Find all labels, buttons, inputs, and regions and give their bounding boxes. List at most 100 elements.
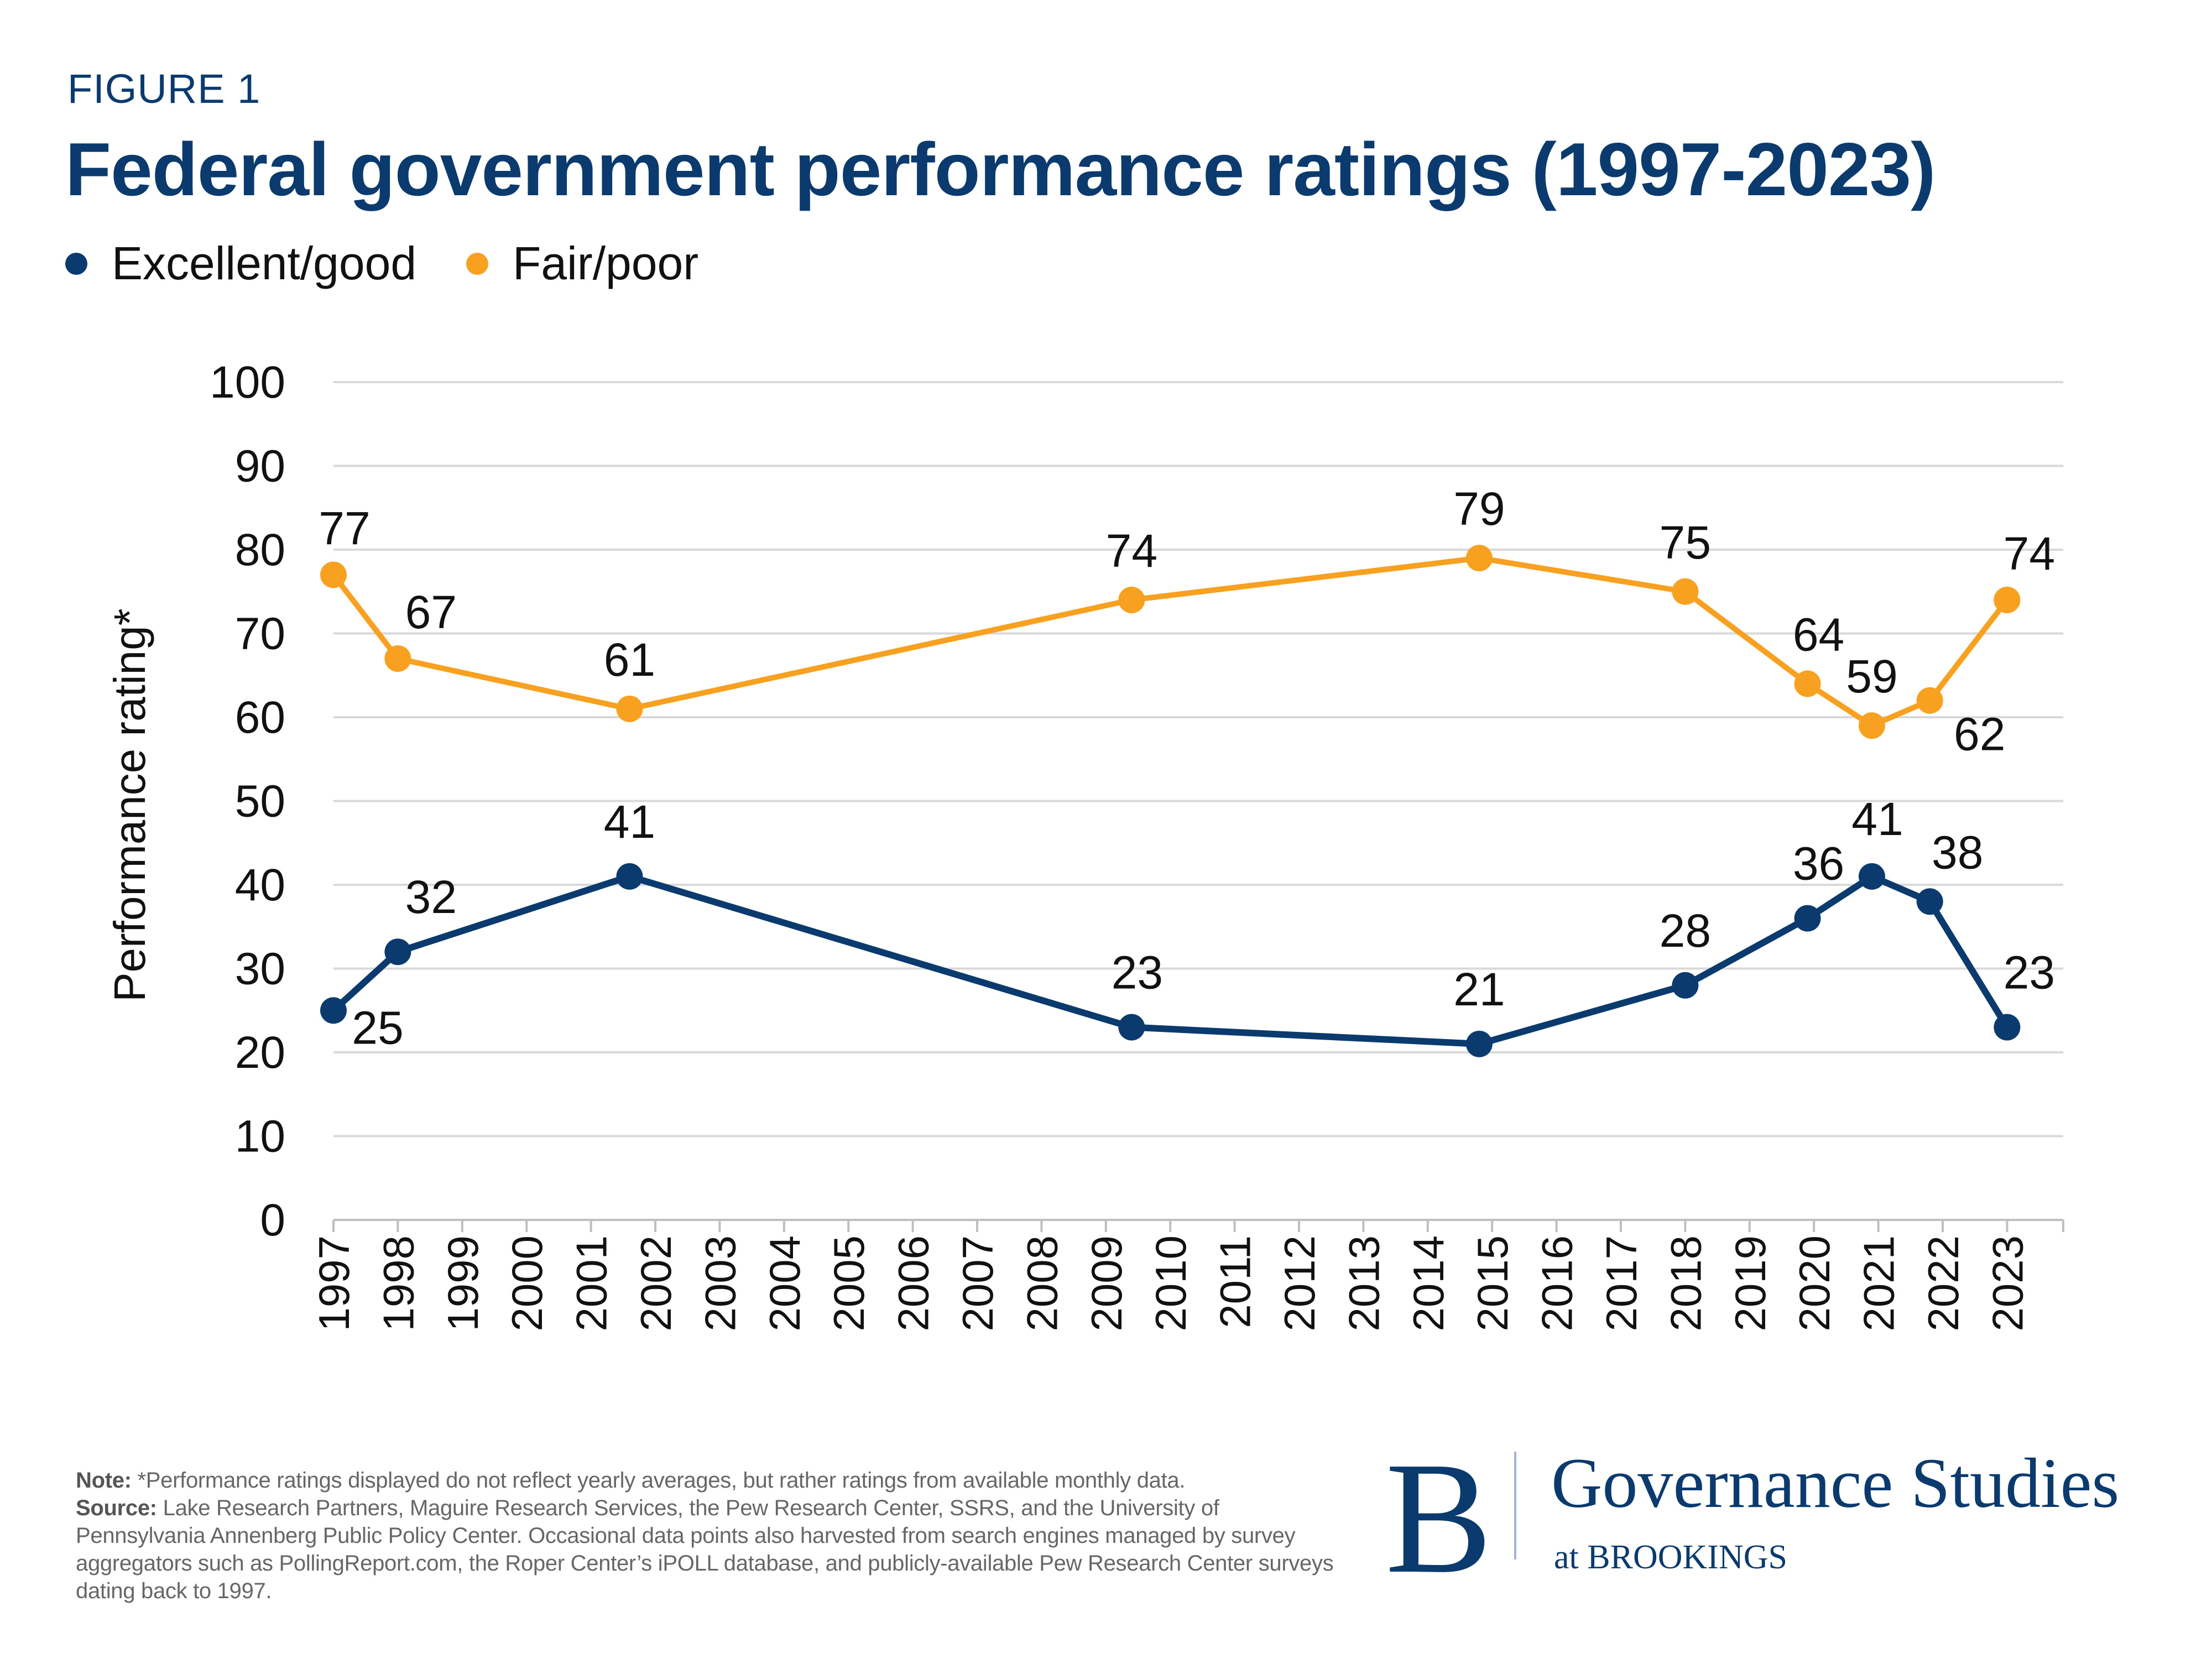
x-tick-label: 2014	[1404, 1235, 1453, 1332]
series-line-excellent-good	[331, 873, 2010, 1047]
data-point	[1465, 545, 1493, 572]
logo-name: Governance Studies	[1551, 1444, 2120, 1522]
data-point	[1858, 712, 1885, 739]
data-point	[616, 695, 643, 722]
y-axis-ticks: 0 10 20 30 40 50 60 70 80 90 100	[210, 357, 285, 1245]
y-tick-label: 90	[235, 441, 285, 492]
data-label: 74	[1106, 525, 1157, 577]
data-point	[1794, 670, 1821, 697]
x-tick-label: 2001	[567, 1235, 616, 1332]
x-tick-label: 2013	[1339, 1235, 1388, 1332]
data-label: 25	[352, 1001, 403, 1053]
data-label: 59	[1846, 650, 1897, 702]
data-label: 23	[2004, 947, 2055, 999]
data-label: 41	[1851, 793, 1903, 845]
x-tick-label: 2000	[503, 1235, 551, 1332]
x-tick-label: 2019	[1726, 1235, 1775, 1332]
y-tick-label: 80	[235, 525, 285, 575]
source-label: Source:	[76, 1496, 157, 1520]
data-point	[1994, 1014, 2021, 1041]
data-point	[1916, 687, 1943, 714]
data-point	[1672, 972, 1699, 999]
legend-item-fair-poor: Fair/poor	[466, 237, 698, 290]
y-tick-label: 0	[260, 1195, 285, 1245]
legend-marker-icon	[65, 252, 87, 275]
x-tick-label: 2016	[1533, 1235, 1582, 1332]
data-label: 61	[604, 634, 655, 686]
figure-label: FIGURE 1	[67, 66, 261, 112]
data-label: 75	[1660, 517, 1711, 568]
data-label: 74	[2004, 528, 2055, 580]
note-text: *Performance ratings displayed do not re…	[131, 1468, 1186, 1493]
brookings-logo-letter: B	[1385, 1429, 1493, 1606]
y-tick-label: 10	[235, 1112, 285, 1162]
x-tick-label: 2017	[1597, 1235, 1646, 1332]
y-tick-label: 100	[210, 357, 285, 408]
data-label: 32	[405, 871, 457, 923]
y-axis-label: Performance rating*	[105, 608, 154, 1001]
data-point	[1672, 578, 1699, 605]
x-tick-label: 2022	[1919, 1235, 1968, 1332]
x-tick-label: 2012	[1275, 1235, 1324, 1332]
y-tick-label: 50	[235, 776, 285, 827]
data-point	[1858, 863, 1885, 890]
x-tick-label: 2005	[825, 1235, 873, 1332]
x-tick-label: 2006	[889, 1235, 938, 1332]
data-point	[384, 938, 411, 966]
data-point	[1118, 586, 1145, 613]
source-text: Lake Research Partners, Maguire Research…	[76, 1496, 1334, 1603]
data-point	[1794, 905, 1821, 932]
data-label: 21	[1453, 963, 1505, 1015]
data-label: 64	[1793, 608, 1844, 660]
data-label: 36	[1793, 838, 1844, 890]
legend-item-excellent-good: Excellent/good	[65, 237, 416, 290]
data-label: 28	[1660, 905, 1711, 957]
data-label: 67	[405, 586, 457, 638]
x-axis: 1997 1998 1999 2000 2001 2002 2003 2004 2005 2006…	[310, 1219, 2064, 1332]
data-label: 62	[1954, 708, 2005, 760]
x-tick-label: 2007	[953, 1235, 1002, 1332]
legend: Excellent/good Fair/poor	[65, 237, 748, 290]
y-tick-label: 30	[235, 944, 285, 994]
x-tick-label: 2011	[1211, 1235, 1260, 1328]
y-tick-label: 40	[235, 860, 285, 910]
data-point	[320, 561, 347, 588]
x-tick-label: 2018	[1661, 1235, 1710, 1332]
x-tick-label: 2010	[1146, 1235, 1195, 1332]
legend-label: Fair/poor	[513, 237, 699, 289]
logo-divider	[1514, 1452, 1516, 1559]
data-label: 79	[1453, 483, 1505, 535]
data-label: 38	[1932, 826, 1983, 878]
x-tick-label: 1998	[374, 1235, 422, 1332]
data-point	[1916, 888, 1943, 915]
x-tick-label: 2021	[1855, 1235, 1903, 1332]
data-label: 41	[604, 796, 655, 848]
data-point	[1465, 1030, 1493, 1057]
x-tick-label: 2015	[1468, 1235, 1517, 1332]
series-line-fair-poor	[331, 555, 2010, 729]
x-tick-label: 2023	[1983, 1235, 2032, 1332]
legend-label: Excellent/good	[112, 237, 417, 289]
y-tick-label: 20	[235, 1027, 285, 1078]
data-label: 23	[1112, 947, 1163, 999]
x-tick-label: 1997	[310, 1235, 358, 1332]
x-tick-label: 2008	[1018, 1235, 1066, 1332]
chart-title: Federal government performance ratings (…	[65, 127, 1936, 211]
x-tick-label: 2002	[632, 1235, 680, 1332]
data-point	[320, 997, 347, 1024]
logo-subtitle: at BROOKINGS	[1554, 1538, 1787, 1576]
notes: Note: *Performance ratings displayed do …	[76, 1467, 1348, 1605]
note-label: Note:	[76, 1468, 132, 1493]
gridlines	[333, 381, 2063, 1138]
x-tick-label: 2020	[1790, 1235, 1839, 1332]
x-tick-label: 1999	[439, 1235, 487, 1332]
data-label: 77	[319, 502, 370, 554]
x-tick-label: 2009	[1082, 1235, 1131, 1332]
data-point	[1994, 586, 2021, 613]
data-point	[1118, 1014, 1145, 1041]
y-tick-label: 70	[235, 609, 285, 659]
data-point	[384, 645, 411, 672]
x-tick-label: 2003	[696, 1235, 744, 1332]
